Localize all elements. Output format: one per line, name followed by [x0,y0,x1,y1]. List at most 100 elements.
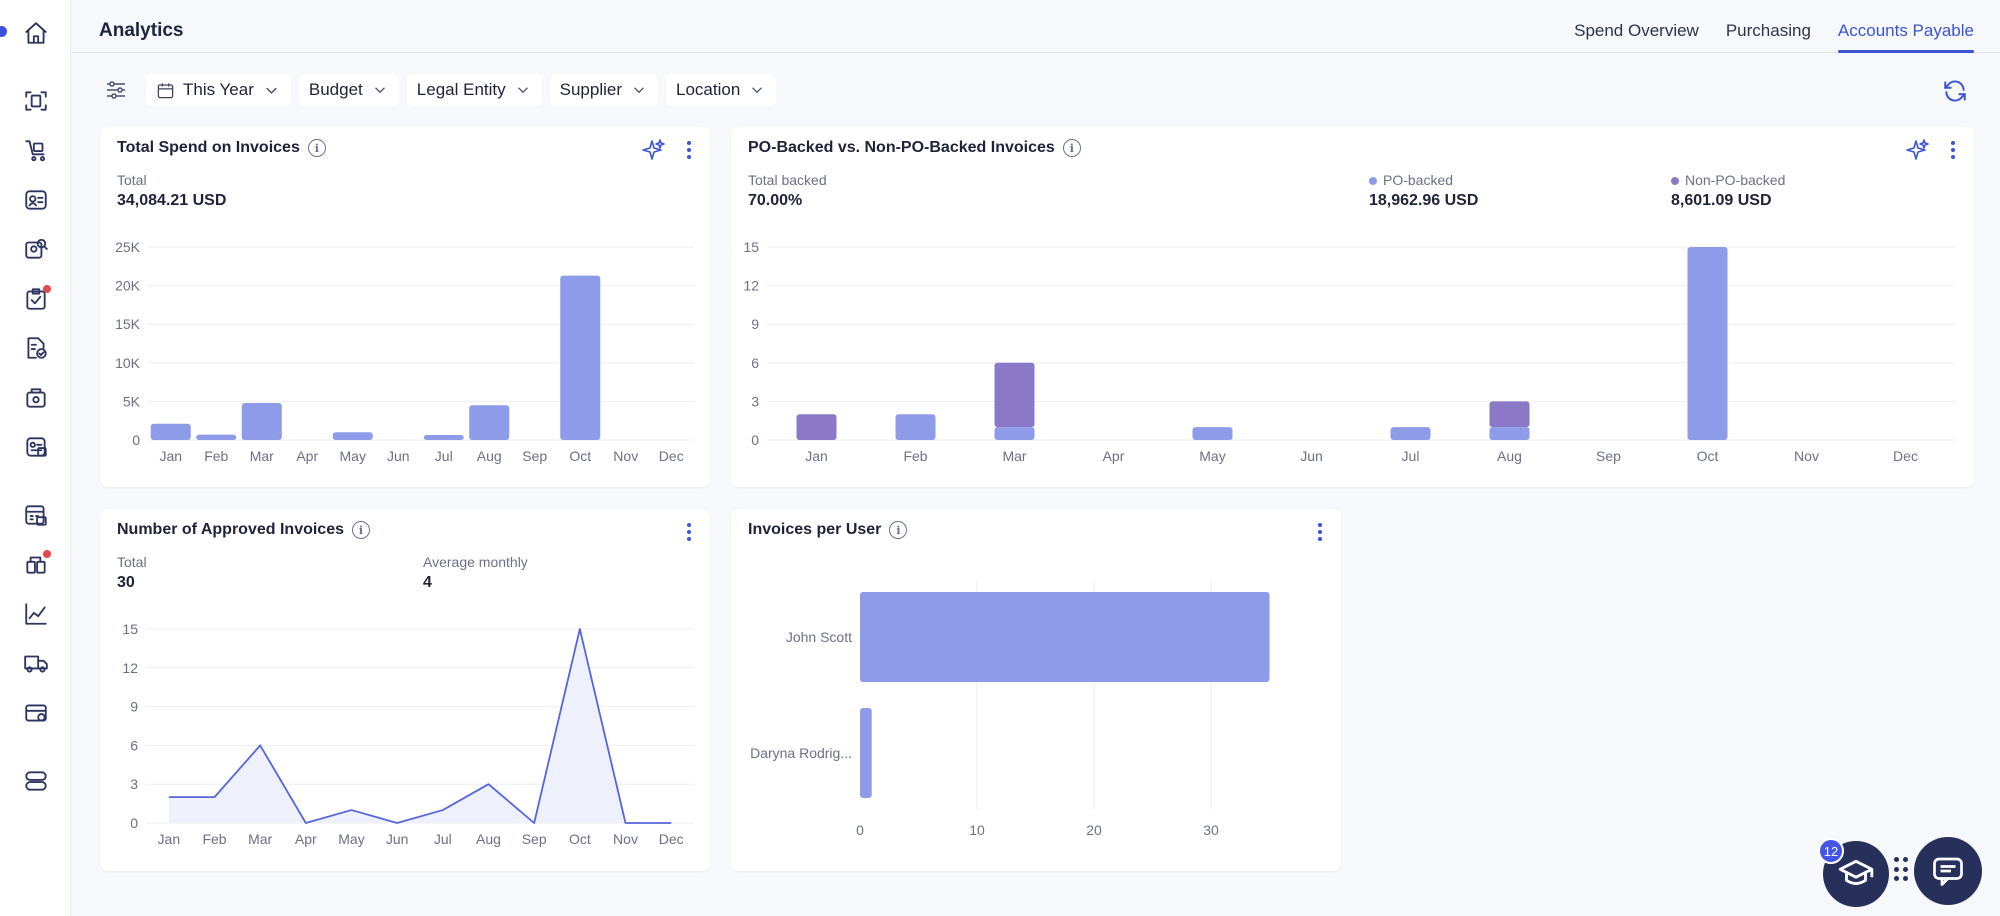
bar-non-po-backed [796,414,837,440]
x-tick-label: Jul [434,831,452,847]
more-options-icon[interactable] [681,521,697,543]
more-options-icon[interactable] [1312,521,1328,543]
invoices-per-user-card: Invoices per User i 0 10 20 30 John Scott Dar… [731,509,1341,871]
bar [332,432,373,440]
filter-bar: This Year Budget Legal Entity Supplier L… [100,74,777,106]
legend-dot [1671,177,1679,186]
refresh-icon[interactable] [1942,78,1968,104]
info-icon[interactable]: i [1062,139,1081,157]
more-options-icon[interactable] [681,139,697,161]
page-title: Analytics [99,20,184,41]
approved-line-chart: 0 3 6 9 12 15 Jan Feb Mar Apr May Jun Jul Aug Sep Oct No… [122,621,694,847]
bar-po-backed [1192,427,1233,440]
settings-card-icon[interactable] [21,698,51,728]
x-tick-label: Sep [1596,448,1621,464]
non-po-backed-legend: Non-PO-backed 8,601.09 USD [1671,172,1785,210]
active-indicator [0,26,7,37]
x-tick-label: Sep [522,448,547,464]
tab-accounts-payable[interactable]: Accounts Payable [1837,21,1975,53]
stat-value: 8,601.09 USD [1671,192,1772,209]
x-tick-label: Nov [1794,448,1819,464]
tab-spend-overview[interactable]: Spend Overview [1574,21,1699,40]
x-tick-label: Feb [903,448,927,464]
home-icon[interactable] [21,18,51,48]
x-tick-label: Jan [159,448,182,464]
x-tick-label: Jul [1402,448,1420,464]
receipt-icon[interactable] [21,383,51,413]
info-icon[interactable]: i [889,521,908,539]
budget-filter[interactable]: Budget [298,74,399,106]
x-tick-label: Jun [1300,448,1323,464]
drag-handle[interactable] [1894,857,1908,883]
x-tick-label: Dec [659,448,684,464]
date-filter[interactable]: This Year [146,74,291,106]
y-tick-label: 6 [130,737,138,753]
truck-icon[interactable] [21,648,51,678]
card-title: Total Spend on Invoices [117,139,300,156]
x-tick-label: Sep [522,831,547,847]
total-backed-stat: Total backed 70.00% [748,172,827,210]
bar [860,592,1270,682]
bar-po-backed [1489,427,1530,440]
total-stat: Total 34,084.21 USD [117,172,226,210]
x-tick-label: May [340,448,366,464]
y-tick-label: 6 [751,355,759,371]
x-tick-label: Aug [477,448,502,464]
users-search-icon[interactable] [21,234,51,264]
ai-sparkle-icon[interactable] [642,138,666,162]
stat-value: 34,084.21 USD [117,192,227,209]
card-title: Invoices per User [748,521,882,538]
x-tick-label: 30 [1203,822,1219,838]
y-tick-label: 0 [130,815,138,831]
card-title: Number of Approved Invoices [117,521,344,538]
x-tick-label: 10 [969,822,985,838]
more-options-icon[interactable] [1945,139,1961,161]
scan-icon[interactable] [21,86,51,116]
legend-label: PO-backed [1383,172,1454,188]
info-icon[interactable]: i [307,139,326,157]
x-tick-label: Feb [204,448,228,464]
analytics-icon[interactable] [21,599,51,629]
x-tick-label: Feb [202,831,226,847]
total-stat: Total 30 [117,554,147,592]
x-tick-label: 20 [1086,822,1102,838]
chevron-down-icon [266,87,277,94]
budget-filter-label: Budget [308,80,363,99]
y-tick-label: 3 [130,776,138,792]
legal-entity-filter[interactable]: Legal Entity [406,74,542,106]
bar-po-backed [1687,247,1728,440]
info-icon[interactable]: i [352,521,370,539]
document-check-icon[interactable] [21,333,51,363]
stat-value: 4 [423,574,432,591]
toggle-icon[interactable] [21,766,51,796]
calculator-icon[interactable] [21,500,51,530]
y-tick-label: John Scott [786,629,852,645]
bar [150,423,191,440]
stat-label: Total [117,554,147,570]
supplier-filter[interactable]: Supplier [549,74,658,106]
header: Analytics Spend Overview Purchasing Acco… [72,0,2000,53]
ai-sparkle-icon[interactable] [1906,138,1930,162]
cart-icon[interactable] [21,135,51,165]
approved-invoices-card: Number of Approved Invoices i Total 30 A… [100,509,710,871]
total-spend-card: Total Spend on Invoices i Total 34,084.2… [100,127,710,487]
request-icon[interactable] [21,185,51,215]
average-stat: Average monthly 4 [423,554,528,592]
invoice-icon[interactable] [21,432,51,462]
tab-purchasing[interactable]: Purchasing [1725,21,1811,40]
x-tick-label: Aug [476,831,501,847]
y-tick-label: 9 [751,316,759,332]
x-tick-label: Mar [248,831,272,847]
stat-label: Total backed [748,172,827,188]
legal-entity-filter-label: Legal Entity [416,80,506,99]
card-title-wrap: Number of Approved Invoices i [117,521,370,539]
budget-icon[interactable] [21,549,51,579]
y-tick-label: 3 [751,393,759,409]
approval-icon[interactable] [21,284,51,314]
bar-non-po-backed [1489,401,1530,428]
chat-icon [1933,857,1963,886]
filter-settings-icon[interactable] [100,74,132,106]
chat-button[interactable] [1914,837,1982,905]
x-tick-label: Jun [387,448,410,464]
location-filter[interactable]: Location [666,74,777,106]
